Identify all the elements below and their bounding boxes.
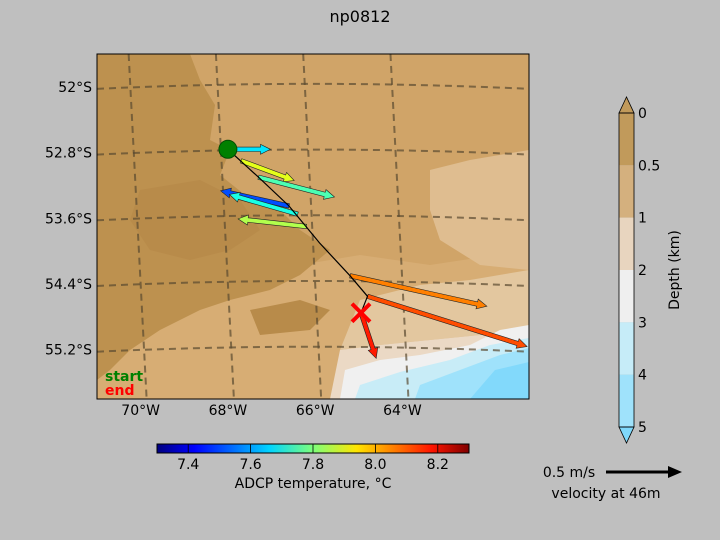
graticule	[97, 54, 529, 399]
velocity-vector	[366, 293, 528, 349]
map-panel: 70°W 68°W 66°W 64°W 52°S 52.8°S 53.6°S 54.4°S 55…	[45, 53, 530, 419]
colorbar-tick-label: 7.6	[239, 457, 261, 473]
velocity-vector	[239, 158, 295, 183]
depth-band	[619, 374, 634, 427]
legend-start: start	[105, 369, 143, 385]
depth-band	[619, 322, 634, 375]
quiver-key-caption: velocity at 46m	[551, 486, 660, 502]
island	[130, 180, 260, 260]
lat-tick-label: 52.8°S	[45, 146, 92, 162]
velocity-vector	[257, 174, 336, 200]
lat-tick-label: 55.2°S	[45, 343, 92, 359]
chart-title: np0812	[329, 7, 390, 26]
ship-track	[227, 148, 369, 314]
depth-tick-label: 4	[638, 368, 647, 384]
lon-tick-label: 64°W	[383, 403, 422, 419]
parallel-line	[97, 82, 529, 90]
colorbar-tick-label: 7.8	[302, 457, 324, 473]
end-marker	[350, 302, 372, 324]
meridian-line	[389, 54, 410, 399]
quiver-key: 0.5 m/s velocity at 46m	[543, 465, 682, 502]
parallel-line	[97, 148, 529, 156]
depth-tick-label: 0	[638, 106, 647, 122]
meridian-line	[214, 54, 235, 399]
depth-colorbar-label: Depth (km)	[667, 230, 683, 310]
parallel-line	[97, 214, 529, 222]
track-layer	[218, 139, 528, 360]
depth-colorbar: 0 0.5 1 2 3 4 5 Depth (km)	[618, 96, 683, 444]
quiver-key-label: 0.5 m/s	[543, 465, 595, 481]
meridian-line	[127, 54, 148, 399]
map-frame	[96, 53, 530, 400]
deep-4	[470, 362, 529, 399]
depth-tick-label: 2	[638, 263, 647, 279]
axis-labels: 70°W 68°W 66°W 64°W 52°S 52.8°S 53.6°S 54.4°S 55…	[45, 80, 422, 419]
lon-tick-label: 66°W	[296, 403, 335, 419]
lat-tick-label: 54.4°S	[45, 277, 92, 293]
depth-tick-label: 0.5	[638, 158, 660, 174]
colorbar-tick-label: 8.0	[364, 457, 386, 473]
depth-colorbar-frame	[618, 112, 635, 428]
temperature-colorbar: 7.4 7.6 7.8 8.0 8.2 ADCP temperature, °C	[156, 443, 470, 492]
lat-tick-label: 52°S	[58, 80, 92, 96]
depth-tick-label: 1	[638, 211, 647, 227]
island-small	[250, 300, 330, 335]
depth-band	[619, 270, 634, 323]
temperature-colorbar-label: ADCP temperature, °C	[235, 476, 392, 492]
start-marker	[218, 139, 238, 159]
depth-extend-bottom	[618, 426, 635, 444]
depth-extend-top	[618, 96, 635, 114]
depth-band	[619, 113, 634, 166]
parallel-line	[97, 345, 529, 353]
lon-tick-label: 70°W	[121, 403, 160, 419]
bank	[430, 150, 529, 270]
parallel-line	[97, 280, 529, 287]
colorbar-tick-label: 8.2	[427, 457, 449, 473]
legend-end: end	[105, 383, 134, 399]
lon-tick-label: 68°W	[209, 403, 248, 419]
quiver-key-arrow-head	[668, 466, 682, 478]
lat-tick-label: 53.6°S	[45, 211, 92, 227]
depth-tick-label: 3	[638, 315, 647, 331]
colorbar-tick-label: 7.4	[177, 457, 199, 473]
velocity-vector	[349, 273, 488, 310]
depth-tick-label: 5	[638, 420, 647, 436]
velocity-vector	[237, 214, 308, 230]
depth-band	[619, 217, 634, 270]
velocity-vector	[228, 192, 299, 217]
meridian-line	[302, 54, 323, 399]
depth-band	[619, 165, 634, 218]
